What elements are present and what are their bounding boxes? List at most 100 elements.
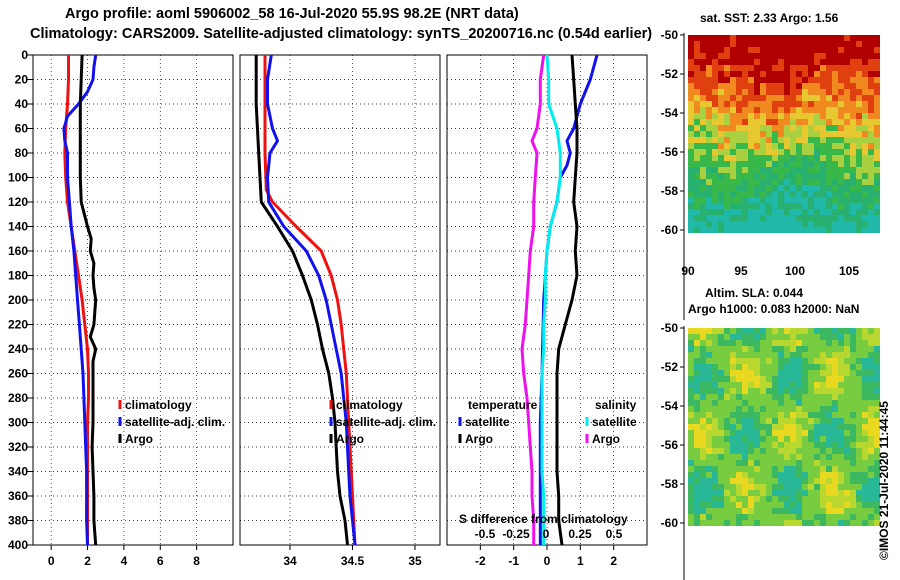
series-line-satellite-adj-clim- [62, 54, 98, 546]
map-cell [772, 137, 778, 143]
map-cell [736, 185, 742, 191]
map-cell [850, 161, 856, 167]
map-cell [772, 430, 778, 436]
map-cell [784, 125, 790, 131]
map-cell [868, 143, 874, 149]
map-cell [688, 59, 694, 65]
map-cell [724, 460, 730, 466]
map-cell [784, 454, 790, 460]
map-cell [706, 149, 712, 155]
map-cell [838, 203, 844, 209]
map-cell [748, 179, 754, 185]
map-cell [826, 215, 832, 221]
y-tick-label: 100 [8, 171, 28, 185]
map-cell [754, 173, 760, 179]
map-cell [688, 179, 694, 185]
map-cell [838, 370, 844, 376]
map-cell [838, 412, 844, 418]
map-cell [820, 209, 826, 215]
map-cell [808, 215, 814, 221]
map-cell [868, 520, 874, 526]
map-cell [874, 131, 880, 137]
map-cell [772, 83, 778, 89]
map-cell [748, 328, 754, 334]
map-cell [862, 400, 868, 406]
map-cell [688, 508, 694, 514]
map-cell [868, 364, 874, 370]
map-cell [742, 173, 748, 179]
map-cell [730, 149, 736, 155]
map-cell [742, 119, 748, 125]
map-cell [838, 430, 844, 436]
map-cell [832, 143, 838, 149]
map-cell [850, 107, 856, 113]
map-cell [826, 328, 832, 334]
map-cell [874, 95, 880, 101]
map-cell [688, 436, 694, 442]
map-cell [862, 107, 868, 113]
map-cell [868, 209, 874, 215]
map-cell [802, 514, 808, 520]
map-cell [844, 400, 850, 406]
map-cell [742, 484, 748, 490]
map-cell [868, 107, 874, 113]
map-cell [862, 430, 868, 436]
map-cell [784, 173, 790, 179]
map-cell [772, 502, 778, 508]
map-cell [760, 412, 766, 418]
map-cell [832, 137, 838, 143]
map-cell [736, 400, 742, 406]
map-cell [820, 161, 826, 167]
map-cell [820, 191, 826, 197]
map-cell [802, 173, 808, 179]
map-cell [820, 424, 826, 430]
map-cell [748, 508, 754, 514]
map-cell [712, 197, 718, 203]
map-cell [688, 478, 694, 484]
map-cell [814, 47, 820, 53]
map-cell [808, 340, 814, 346]
map-cell [694, 328, 700, 334]
map-y-tick-label: -52 [661, 67, 679, 81]
map-cell [742, 59, 748, 65]
map-cell [700, 173, 706, 179]
map-cell [796, 227, 802, 233]
map-cell [874, 442, 880, 448]
map-cell [802, 478, 808, 484]
map-cell [820, 448, 826, 454]
map-cell [814, 460, 820, 466]
map-cell [874, 113, 880, 119]
map-cell [724, 113, 730, 119]
map-cell [736, 119, 742, 125]
map-cell [820, 442, 826, 448]
map-cell [850, 113, 856, 119]
map-cell [736, 412, 742, 418]
map-cell [736, 364, 742, 370]
map-cell [742, 71, 748, 77]
map-cell [748, 77, 754, 83]
map-cell [754, 131, 760, 137]
map-cell [814, 448, 820, 454]
map-cell [802, 107, 808, 113]
map-cell [742, 400, 748, 406]
map-cell [850, 185, 856, 191]
map-cell [736, 382, 742, 388]
map-cell [766, 328, 772, 334]
map-cell [754, 197, 760, 203]
map-cell [862, 203, 868, 209]
map-cell [868, 197, 874, 203]
map-cell [760, 328, 766, 334]
difference-top-tick-label: -0.5 [475, 527, 496, 541]
map-cell [772, 155, 778, 161]
map-cell [772, 370, 778, 376]
sst-map-x-tick-label: 90 [681, 264, 695, 278]
map-cell [688, 448, 694, 454]
map-cell [718, 203, 724, 209]
map-cell [838, 53, 844, 59]
map-cell [802, 412, 808, 418]
map-cell [688, 442, 694, 448]
map-cell [814, 35, 820, 41]
map-cell [694, 520, 700, 526]
map-cell [868, 155, 874, 161]
map-cell [724, 173, 730, 179]
